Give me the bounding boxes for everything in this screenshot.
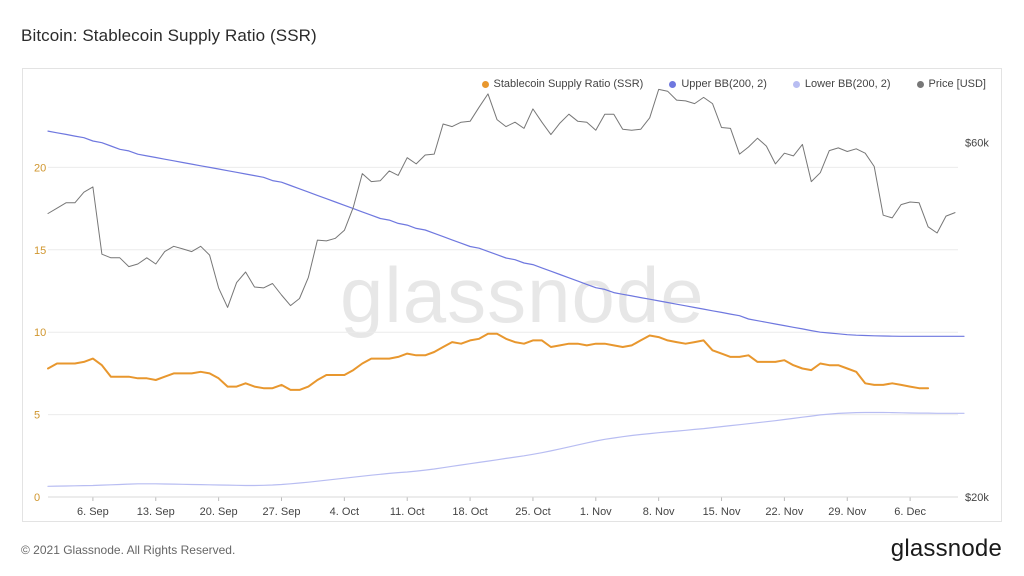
watermark: glassnode <box>340 251 705 339</box>
series-line-lower-bb <box>47 411 965 487</box>
x-tick-label: 18. Oct <box>452 506 487 518</box>
x-tick-label: 6. Sep <box>77 506 109 518</box>
legend-item-upper-bb[interactable]: Upper BB(200, 2) <box>669 78 767 90</box>
y-left-tick-label: 15 <box>34 245 46 257</box>
y-right-tick-label: $20k <box>965 492 989 504</box>
legend-label: Lower BB(200, 2) <box>804 78 891 90</box>
y-left-tick-label: 5 <box>34 410 40 422</box>
x-tick-label: 1. Nov <box>580 506 612 518</box>
legend-dot-icon <box>792 80 800 88</box>
x-tick-label: 29. Nov <box>828 506 866 518</box>
series-line-ssr <box>47 332 930 391</box>
legend-label: Upper BB(200, 2) <box>681 78 767 90</box>
copyright-text: © 2021 Glassnode. All Rights Reserved. <box>21 543 236 557</box>
x-tick-label: 27. Sep <box>263 506 301 518</box>
x-tick-label: 22. Nov <box>765 506 803 518</box>
series-line-price <box>47 88 956 308</box>
page-title: Bitcoin: Stablecoin Supply Ratio (SSR) <box>21 26 317 45</box>
legend-label: Stablecoin Supply Ratio (SSR) <box>493 78 644 90</box>
legend-item-lower-bb[interactable]: Lower BB(200, 2) <box>792 78 891 90</box>
y-left-tick-label: 0 <box>34 492 40 504</box>
glassnode-logo[interactable]: glassnode <box>890 535 1002 562</box>
y-left-tick-label: 20 <box>34 162 46 174</box>
chart-legend: Stablecoin Supply Ratio (SSR) Upper BB(2… <box>481 78 986 90</box>
x-tick-label: 13. Sep <box>137 506 175 518</box>
series-line-upper-bb <box>47 130 965 337</box>
y-left-tick-label: 10 <box>34 327 46 339</box>
x-tick-label: 4. Oct <box>330 506 359 518</box>
x-tick-label: 11. Oct <box>390 506 425 518</box>
legend-dot-icon <box>481 80 489 88</box>
legend-item-price[interactable]: Price [USD] <box>916 78 986 90</box>
legend-dot-icon <box>669 80 677 88</box>
y-right-tick-label: $60k <box>965 138 989 150</box>
x-tick-label: 25. Oct <box>515 506 550 518</box>
chart-frame <box>22 68 1002 522</box>
x-tick-label: 20. Sep <box>200 506 238 518</box>
x-tick-label: 8. Nov <box>643 506 675 518</box>
legend-dot-icon <box>916 80 924 88</box>
x-tick-label: 15. Nov <box>703 506 741 518</box>
x-tick-label: 6. Dec <box>894 506 926 518</box>
legend-item-ssr[interactable]: Stablecoin Supply Ratio (SSR) <box>481 78 644 90</box>
legend-label: Price [USD] <box>928 78 986 90</box>
